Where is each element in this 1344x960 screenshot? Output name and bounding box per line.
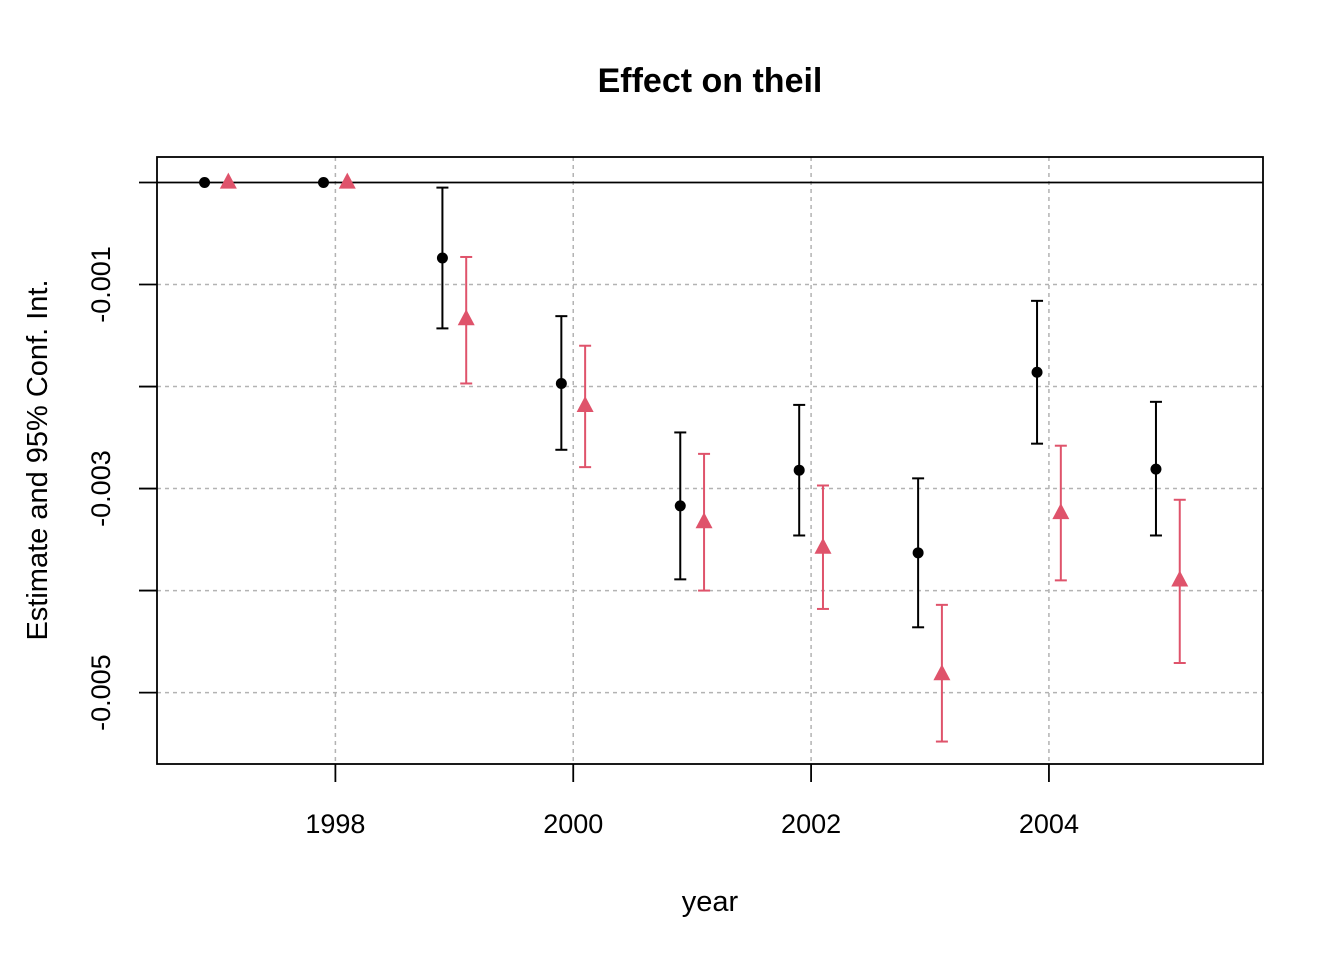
y-axis: -0.001 -0.003 -0.005 [86, 246, 157, 731]
x-tick-label-3: 2004 [1019, 809, 1079, 839]
y-tick-label-4: -0.005 [86, 654, 116, 731]
point-1-8 [1171, 570, 1189, 587]
point-1-0 [219, 172, 237, 189]
y-tick-label-0: -0.001 [86, 246, 116, 323]
y-axis-label: Estimate and 95% Conf. Int. [22, 279, 54, 640]
grid-lines [157, 157, 1263, 764]
x-axis: 1998 2000 2002 2004 [305, 764, 1079, 839]
point-0-4 [674, 500, 686, 512]
series-1 [219, 172, 1189, 743]
x-axis-label: year [682, 886, 739, 918]
chart-title: Effect on theil [598, 62, 823, 100]
point-0-3 [555, 377, 567, 389]
point-0-8 [1150, 463, 1162, 475]
point-0-6 [912, 547, 924, 559]
point-1-5 [814, 537, 832, 554]
series-layer [199, 172, 1189, 743]
point-1-2 [457, 309, 475, 326]
series-0 [199, 177, 1162, 629]
plot-frame [156, 156, 1264, 765]
point-0-2 [436, 252, 448, 264]
point-1-6 [933, 664, 951, 681]
point-1-1 [338, 172, 356, 189]
x-tick-label-2: 2002 [781, 809, 841, 839]
y-tick-label-2: -0.003 [86, 450, 116, 527]
point-0-5 [793, 464, 805, 476]
point-1-7 [1052, 503, 1070, 520]
x-tick-label-1: 2000 [543, 809, 603, 839]
point-1-4 [695, 512, 713, 529]
point-1-3 [576, 396, 594, 413]
point-0-7 [1031, 366, 1043, 378]
point-0-0 [199, 177, 211, 189]
point-0-1 [317, 177, 329, 189]
x-tick-label-0: 1998 [305, 809, 365, 839]
